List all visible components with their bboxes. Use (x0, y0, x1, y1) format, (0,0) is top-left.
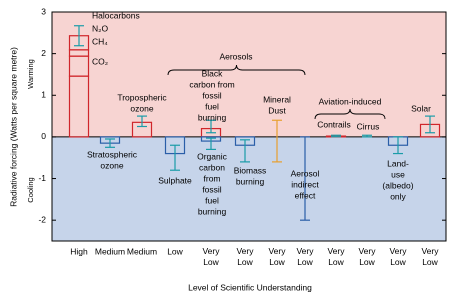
forcing-label: burning (198, 206, 227, 216)
forcing-label: Solar (411, 103, 431, 113)
forcing-label: Black (202, 68, 224, 78)
forcing-label: Tropospheric (117, 92, 167, 102)
x-tick-label: High (70, 246, 88, 256)
x-tick-label: Medium (127, 246, 157, 256)
x-tick-label: Low (167, 246, 183, 256)
group-label: Aviation-induced (319, 96, 382, 106)
segment-label: CH₄ (92, 36, 108, 46)
segment-label: N₂O (92, 23, 108, 33)
forcing-label: Land- (387, 158, 409, 168)
forcing-label: ozone (100, 160, 123, 170)
forcing-label: Dust (268, 105, 286, 115)
plot-frame (51, 11, 447, 242)
y-tick-label: 1 (41, 90, 46, 100)
forcing-label: fossil (202, 184, 221, 194)
forcing-label: Cirrus (357, 121, 380, 131)
warming-background (52, 12, 446, 137)
forcing-label: Aerosol (291, 168, 320, 178)
forcing-label: carbon (199, 162, 225, 172)
forcing-label: burning (198, 112, 227, 122)
x-tick-label: Very Low (389, 246, 407, 267)
y-tick-label: 2 (41, 48, 46, 58)
x-tick-label: Very Low (327, 246, 345, 267)
forcing-label: Sulphate (158, 175, 192, 185)
warming-label: Warming (26, 59, 35, 89)
group-label: Aerosols (219, 51, 252, 61)
forcing-label: burning (236, 176, 265, 186)
segment-label: CO₂ (92, 56, 108, 66)
x-tick-label: Very Low (358, 246, 376, 267)
y-tick-label: 0 (41, 131, 46, 141)
x-tick-label: Medium (95, 246, 125, 256)
y-tick-label: 3 (41, 6, 46, 16)
forcing-label: ozone (130, 103, 153, 113)
forcing-label: indirect (291, 179, 319, 189)
x-axis-title: Level of Scientific Understanding (188, 282, 312, 292)
forcing-label: Mineral (263, 94, 291, 104)
segment-label: Halocarbons (92, 10, 140, 20)
forcing-label: use (391, 169, 405, 179)
cooling-background (52, 136, 446, 241)
forcing-label: from (204, 173, 221, 183)
group-brace (167, 64, 306, 76)
x-tick-label: Very Low (236, 246, 254, 267)
forcing-label: Biomass (234, 165, 267, 175)
forcing-label: Contrails (317, 119, 351, 129)
forcing-label: fossil (202, 90, 221, 100)
forcing-label: Stratospheric (87, 149, 138, 159)
cooling-label: Cooling (26, 177, 35, 202)
group-brace (314, 108, 386, 120)
forcing-label: fuel (205, 101, 219, 111)
forcing-label: effect (295, 190, 316, 200)
y-axis-title: Radiative forcing (Watts per square metr… (8, 47, 18, 207)
x-tick-label: Very Low (296, 246, 314, 267)
forcing-label: Organic (197, 151, 228, 161)
x-tick-label: Very Low (268, 246, 286, 267)
forcing-label: only (390, 191, 406, 201)
forcing-label: (albedo) (382, 180, 413, 190)
forcing-label: fuel (205, 195, 219, 205)
x-tick-label: Very Low (421, 246, 439, 267)
x-tick-label: Very Low (202, 246, 220, 267)
forcing-label: carbon from (189, 79, 234, 89)
y-tick-label: -1 (38, 173, 46, 183)
y-tick-label: -2 (38, 214, 46, 224)
